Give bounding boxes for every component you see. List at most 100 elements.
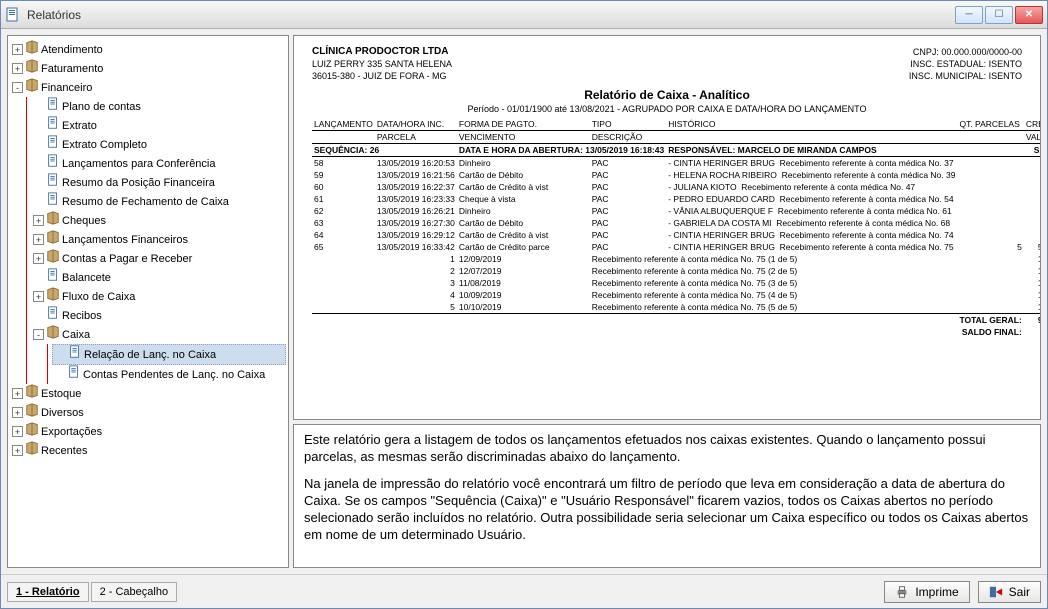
- tree-item[interactable]: +Fluxo de Caixa: [31, 287, 286, 306]
- tree-item[interactable]: Balancete: [31, 268, 286, 287]
- exit-button[interactable]: Sair: [978, 581, 1041, 603]
- tree-item[interactable]: +Estoque: [10, 384, 286, 403]
- tree-expander[interactable]: +: [12, 63, 23, 74]
- tree-label: Contas a Pagar e Receber: [62, 251, 192, 267]
- tree-label: Faturamento: [41, 61, 103, 77]
- minimize-button[interactable]: ─: [955, 6, 983, 24]
- tree-node: +Diversos: [10, 403, 286, 422]
- tree-node: +Fluxo de Caixa: [31, 287, 286, 306]
- table-row: 5913/05/2019 16:21:56Cartão de DébitoPAC…: [312, 169, 1041, 181]
- tree-node: + Atendimento: [10, 40, 286, 59]
- tree-expander[interactable]: +: [33, 215, 44, 226]
- tree-item[interactable]: + Contas a Pagar e Receber: [31, 249, 286, 268]
- page-icon: [46, 268, 60, 287]
- tree-expander[interactable]: -: [12, 82, 23, 93]
- parcela-row: 311/08/2019Recebimento referente à conta…: [312, 277, 1041, 289]
- report-period: Período - 01/01/1900 até 13/08/2021 - AG…: [312, 104, 1022, 114]
- book-icon: [46, 249, 60, 268]
- tree-expander[interactable]: +: [12, 44, 23, 55]
- tree-item[interactable]: +Recentes: [10, 441, 286, 460]
- page-icon: [46, 154, 60, 173]
- tree-item[interactable]: -Financeiro: [10, 78, 286, 97]
- tree-item[interactable]: Plano de contas: [31, 97, 286, 116]
- col-header: QT. PARCELAS: [957, 118, 1023, 131]
- saldo-final-row: SALDO FINAL:910,00: [312, 326, 1041, 338]
- app-window: Relatórios ─ ☐ ✕ + Atendimento + Faturament…: [0, 0, 1048, 609]
- tree-expander[interactable]: +: [33, 291, 44, 302]
- tree-item[interactable]: Relação de Lanç. no Caixa: [52, 344, 286, 365]
- description-panel[interactable]: Este relatório gera a listagem de todos …: [293, 424, 1041, 568]
- tree-item[interactable]: -Caixa: [31, 325, 286, 344]
- book-icon: [25, 403, 39, 422]
- tree-item[interactable]: Extrato Completo: [31, 135, 286, 154]
- tree-item[interactable]: +Exportações: [10, 422, 286, 441]
- tree-node: +Cheques: [31, 211, 286, 230]
- parcela-row: 510/10/2019Recebimento referente à conta…: [312, 301, 1041, 314]
- tree-item[interactable]: Contas Pendentes de Lanç. no Caixa: [52, 365, 286, 384]
- parcela-row: 112/09/2019Recebimento referente à conta…: [312, 253, 1041, 265]
- tree-node: Recibos: [31, 306, 286, 325]
- tree-node: + Contas a Pagar e Receber: [31, 249, 286, 268]
- tree-expander[interactable]: +: [33, 234, 44, 245]
- print-button[interactable]: Imprime: [884, 581, 969, 603]
- tree-label: Resumo de Fechamento de Caixa: [62, 194, 229, 210]
- tree-label: Atendimento: [41, 42, 103, 58]
- tree-node: +Estoque: [10, 384, 286, 403]
- maximize-button[interactable]: ☐: [985, 6, 1013, 24]
- table-row: 5813/05/2019 16:20:53DinheiroPAC- CINTIA…: [312, 157, 1041, 170]
- book-icon: [25, 59, 39, 78]
- col-subheader: [666, 131, 957, 144]
- col-subheader: DESCRIÇÃO: [590, 131, 667, 144]
- tree-label: Contas Pendentes de Lanç. no Caixa: [83, 367, 265, 383]
- col-subheader: PARCELA: [375, 131, 457, 144]
- report-preview[interactable]: CLÍNICA PRODOCTOR LTDA LUIZ PERRY 335 SA…: [293, 35, 1041, 420]
- table-row: 6113/05/2019 16:23:33Cheque à vistaPAC- …: [312, 193, 1041, 205]
- clinic-address-1: LUIZ PERRY 335 SANTA HELENA: [312, 58, 452, 70]
- tab-relatorio[interactable]: 1 - Relatório: [7, 582, 89, 602]
- printer-icon: [895, 585, 909, 599]
- tree-expander[interactable]: +: [12, 445, 23, 456]
- tab-cabecalho[interactable]: 2 - Cabeçalho: [91, 582, 178, 602]
- tree-item[interactable]: Extrato: [31, 116, 286, 135]
- tree-label: Resumo da Posição Financeira: [62, 175, 215, 191]
- tree-node: Contas Pendentes de Lanç. no Caixa: [52, 365, 286, 384]
- parcela-row: 212/07/2019Recebimento referente à conta…: [312, 265, 1041, 277]
- col-header: HISTÓRICO: [666, 118, 957, 131]
- window-title: Relatórios: [27, 8, 955, 22]
- page-icon: [46, 173, 60, 192]
- report-icon: [5, 7, 21, 23]
- book-icon: [25, 40, 39, 59]
- cnpj-text: CNPJ: 00.000.000/0000-00: [909, 46, 1022, 58]
- tree-label: Plano de contas: [62, 99, 141, 115]
- sequence-row: SEQUÊNCIA: 26DATA E HORA DA ABERTURA: 13…: [312, 144, 1041, 157]
- page-icon: [46, 306, 60, 325]
- tree-expander[interactable]: +: [33, 253, 44, 264]
- tree-label: Lançamentos Financeiros: [62, 232, 188, 248]
- tree-item[interactable]: + Faturamento: [10, 59, 286, 78]
- tree-item[interactable]: +Diversos: [10, 403, 286, 422]
- report-table: LANÇAMENTODATA/HORA INC.FORMA DE PAGTO.T…: [312, 118, 1041, 338]
- titlebar: Relatórios ─ ☐ ✕: [1, 1, 1047, 29]
- col-header: DATA/HORA INC.: [375, 118, 457, 131]
- close-button[interactable]: ✕: [1015, 6, 1043, 24]
- tree-expander[interactable]: -: [33, 329, 44, 340]
- tree-label: Relação de Lanç. no Caixa: [84, 347, 216, 363]
- book-icon: [46, 287, 60, 306]
- tree-label: Extrato Completo: [62, 137, 147, 153]
- tree-item[interactable]: Lançamentos para Conferência: [31, 154, 286, 173]
- tree-item[interactable]: + Lançamentos Financeiros: [31, 230, 286, 249]
- tree-item[interactable]: Resumo de Fechamento de Caixa: [31, 192, 286, 211]
- book-icon: [25, 422, 39, 441]
- tree-item[interactable]: Resumo da Posição Financeira: [31, 173, 286, 192]
- tree-panel[interactable]: + Atendimento + Faturamento-Financeiro Plano…: [7, 35, 289, 568]
- tree-node: Extrato Completo: [31, 135, 286, 154]
- tree-expander[interactable]: +: [12, 407, 23, 418]
- tree-item[interactable]: + Atendimento: [10, 40, 286, 59]
- tree-item[interactable]: Recibos: [31, 306, 286, 325]
- tree-label: Balancete: [62, 270, 111, 286]
- col-header: CRÉDITO: [1024, 118, 1041, 131]
- tree-expander[interactable]: +: [12, 426, 23, 437]
- tree-expander[interactable]: +: [12, 388, 23, 399]
- tree-item[interactable]: +Cheques: [31, 211, 286, 230]
- tree-node: Extrato: [31, 116, 286, 135]
